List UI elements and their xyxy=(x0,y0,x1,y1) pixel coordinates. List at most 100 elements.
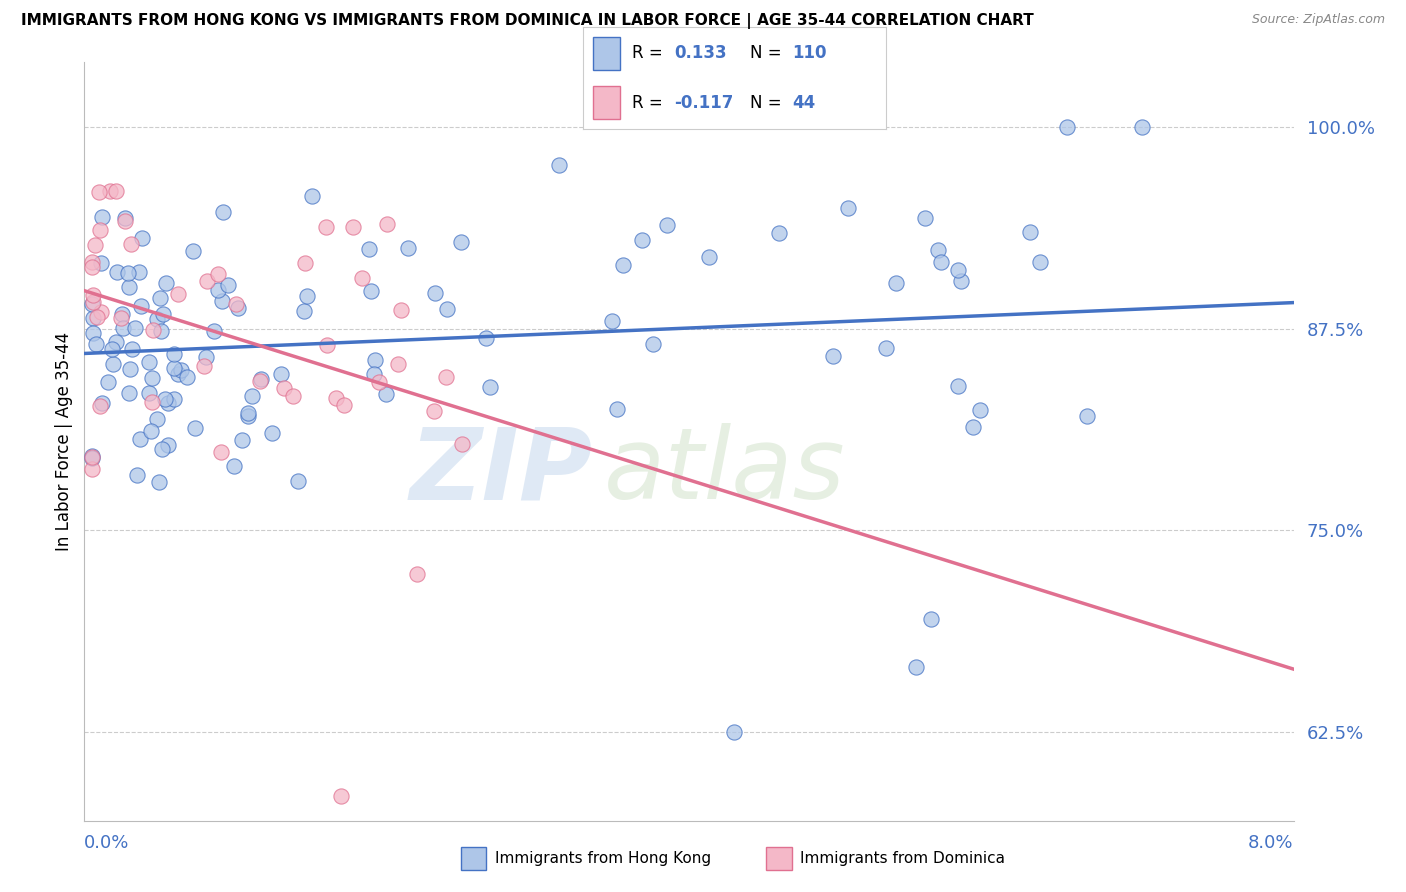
Text: 0.133: 0.133 xyxy=(675,45,727,62)
Point xyxy=(295,289,318,303)
Point xyxy=(80,450,103,465)
Point xyxy=(946,262,969,277)
Point xyxy=(364,353,387,368)
Point xyxy=(884,276,907,290)
Point xyxy=(315,219,337,234)
Point xyxy=(80,260,103,274)
Point xyxy=(1132,120,1154,134)
Point xyxy=(138,385,160,400)
Point xyxy=(330,789,353,804)
Point xyxy=(90,305,112,319)
Text: 44: 44 xyxy=(792,94,815,112)
Point xyxy=(342,219,364,234)
Point xyxy=(89,400,111,414)
Point xyxy=(697,250,720,264)
Point xyxy=(146,311,169,326)
Point xyxy=(121,236,143,251)
Point xyxy=(360,284,382,298)
Point xyxy=(434,370,457,384)
Point xyxy=(250,372,273,386)
Point xyxy=(357,242,380,256)
Point xyxy=(375,217,398,231)
Point xyxy=(124,321,146,335)
Text: 0.0%: 0.0% xyxy=(84,833,129,852)
Point xyxy=(118,280,141,294)
Point xyxy=(270,367,292,381)
Y-axis label: In Labor Force | Age 35-44: In Labor Force | Age 35-44 xyxy=(55,332,73,551)
Point xyxy=(125,467,148,482)
Point xyxy=(225,297,247,311)
Point xyxy=(920,612,942,626)
Text: Source: ZipAtlas.com: Source: ZipAtlas.com xyxy=(1251,13,1385,27)
Point xyxy=(315,338,337,352)
Point xyxy=(202,324,225,338)
Point xyxy=(153,392,176,406)
Point xyxy=(548,158,571,172)
Point xyxy=(1056,120,1078,134)
Point xyxy=(606,401,628,416)
Point xyxy=(114,211,136,225)
Point xyxy=(211,294,233,309)
Point xyxy=(914,211,936,225)
Point xyxy=(450,235,472,249)
Point xyxy=(212,205,235,219)
Text: 8.0%: 8.0% xyxy=(1249,833,1294,852)
Point xyxy=(146,412,169,426)
Point xyxy=(655,219,678,233)
Point xyxy=(141,371,163,385)
Point xyxy=(195,274,218,288)
Point xyxy=(821,349,844,363)
Point xyxy=(131,231,153,245)
Point xyxy=(962,420,984,434)
Text: R =: R = xyxy=(631,94,668,112)
Point xyxy=(222,458,245,473)
Point xyxy=(118,361,141,376)
Point xyxy=(129,432,152,446)
Point xyxy=(281,388,304,402)
Point xyxy=(87,185,110,199)
Text: R =: R = xyxy=(631,45,668,62)
Point xyxy=(114,214,136,228)
Point xyxy=(184,421,207,435)
Point xyxy=(141,394,163,409)
Point xyxy=(1076,409,1098,423)
Point xyxy=(176,369,198,384)
Point xyxy=(768,226,790,240)
Point xyxy=(118,386,141,401)
Point xyxy=(91,396,114,410)
Point xyxy=(950,274,973,288)
Point xyxy=(292,303,315,318)
Point xyxy=(207,267,229,281)
Point xyxy=(612,258,634,272)
Point xyxy=(325,392,347,406)
Point xyxy=(90,211,112,225)
Point xyxy=(83,238,105,252)
Point xyxy=(129,299,152,313)
Point xyxy=(111,308,134,322)
Point xyxy=(80,297,103,311)
Point xyxy=(80,254,103,268)
Point xyxy=(350,271,373,285)
Point xyxy=(167,286,190,301)
Point xyxy=(157,395,180,409)
Point xyxy=(969,403,991,417)
Point xyxy=(475,331,498,345)
Point xyxy=(478,380,501,394)
Point xyxy=(236,409,259,424)
Point xyxy=(333,398,356,412)
Point xyxy=(128,265,150,279)
Text: ZIP: ZIP xyxy=(409,424,592,520)
Point xyxy=(396,241,419,255)
Point xyxy=(150,442,173,456)
Point xyxy=(163,346,186,360)
Point xyxy=(82,326,104,341)
Point xyxy=(195,351,218,365)
Point xyxy=(240,389,263,403)
Point xyxy=(80,450,103,464)
Point xyxy=(209,445,232,459)
Point xyxy=(425,285,447,300)
Point xyxy=(105,265,128,279)
Bar xyxy=(592,87,620,119)
Text: 110: 110 xyxy=(792,45,827,62)
Text: Immigrants from Dominica: Immigrants from Dominica xyxy=(800,851,1005,865)
